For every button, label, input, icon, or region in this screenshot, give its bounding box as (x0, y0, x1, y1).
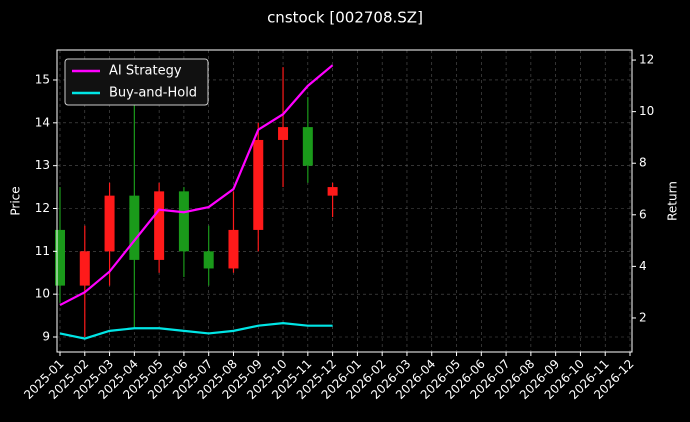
candle-body (278, 127, 289, 140)
legend-label: Buy-and-Hold (109, 86, 197, 101)
y-tick-label: 13 (35, 158, 50, 172)
y2-tick-label: 4 (639, 259, 647, 273)
return-line (59, 322, 333, 340)
candle-body (253, 139, 264, 230)
y-tick-label: 12 (35, 201, 50, 215)
y2-tick-label: 6 (639, 207, 647, 221)
candle-body (55, 229, 65, 286)
candle-body (129, 195, 140, 260)
y-tick-label: 15 (35, 72, 50, 86)
candle-body (228, 229, 239, 269)
candle-body (302, 127, 313, 166)
y2-tick-label: 12 (639, 53, 654, 67)
return-line (59, 64, 334, 307)
y2-tick-label: 10 (639, 104, 654, 118)
candle-body (203, 251, 214, 269)
legend: AI Strategy Buy-and-Hold (64, 58, 209, 106)
marks (55, 64, 338, 340)
legend-box (64, 58, 209, 106)
chart-title: cnstock [002708.SZ] (267, 9, 423, 27)
candle-body (178, 191, 189, 252)
candle-body (327, 187, 338, 196)
y-tick-label: 9 (42, 330, 50, 344)
candle-body (154, 191, 165, 260)
y2-tick-label: 8 (639, 156, 647, 170)
candle-body (104, 195, 115, 252)
y2-tick-label: 2 (639, 310, 647, 324)
plot-frame (56, 49, 633, 353)
legend-label: AI Strategy (109, 64, 182, 79)
candle-body (79, 251, 90, 286)
y-tick-label: 11 (35, 244, 50, 258)
y-axis-label: Price (9, 186, 23, 215)
y-tick-label: 14 (35, 115, 50, 129)
y2-axis-label: Return (666, 181, 680, 221)
y-tick-label: 10 (35, 287, 50, 301)
